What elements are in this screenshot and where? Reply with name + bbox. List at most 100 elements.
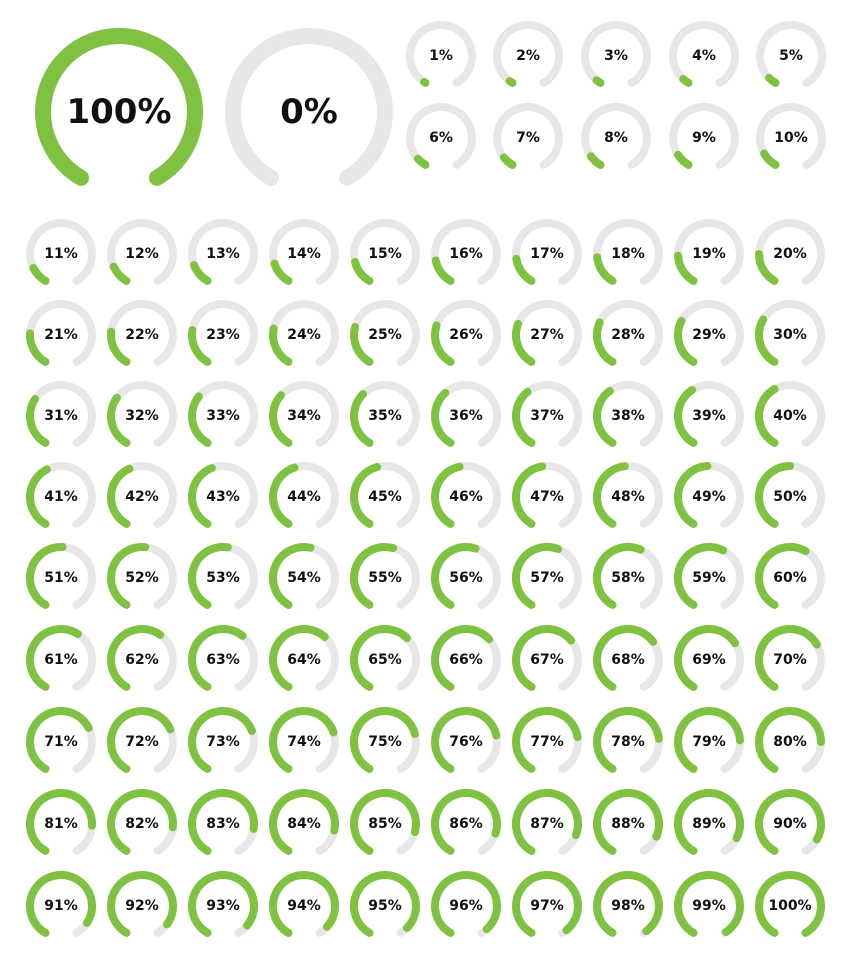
gauge-fill	[25, 543, 67, 609]
progress-gauge: 93%	[188, 871, 258, 937]
progress-gauge: 18%	[593, 219, 663, 285]
progress-gauge: 44%	[269, 462, 339, 528]
progress-gauge: 3%	[581, 21, 651, 87]
progress-gauge: 59%	[674, 543, 744, 609]
gauge-value-label: 15%	[368, 246, 402, 262]
gauge-value-label: 46%	[449, 489, 483, 505]
gauge-value-label: 13%	[206, 246, 240, 262]
gauge-fill	[26, 871, 96, 937]
gauge-value-label: 96%	[449, 898, 483, 914]
progress-gauge: 35%	[350, 381, 420, 447]
progress-gauge: 99%	[674, 871, 744, 937]
gauge-value-label: 22%	[125, 327, 159, 343]
gauge-value-label: 36%	[449, 408, 483, 424]
progress-gauge: 21%	[26, 300, 96, 366]
gauge-value-label: 25%	[368, 327, 402, 343]
gauge-value-label: 82%	[125, 816, 159, 832]
progress-gauge: 91%	[26, 871, 96, 937]
progress-gauge: 65%	[350, 625, 420, 691]
gauge-fill	[188, 464, 216, 528]
gauge-value-label: 55%	[368, 570, 402, 586]
gauge-fill	[512, 707, 582, 773]
gauge-fill	[674, 871, 744, 937]
gauge-fill	[512, 387, 536, 447]
gauge-value-label: 71%	[44, 734, 78, 750]
progress-gauge: 22%	[107, 300, 177, 366]
progress-gauge: 48%	[593, 462, 663, 528]
gauge-value-label: 26%	[449, 327, 483, 343]
gauge-fill	[26, 329, 50, 366]
progress-gauge: 34%	[269, 381, 339, 447]
gauge-fill	[188, 543, 232, 609]
gauge-fill	[593, 386, 617, 447]
gauge-fill	[674, 625, 739, 691]
gauge-value-label: 64%	[287, 652, 321, 668]
gauge-value-label: 65%	[368, 652, 402, 668]
gauge-value-label: 41%	[44, 489, 78, 505]
gauge-value-label: 68%	[611, 652, 645, 668]
gauge-fill	[269, 324, 293, 366]
gauge-fill	[674, 707, 744, 773]
gauge-fill	[351, 258, 374, 285]
progress-gauge: 46%	[431, 462, 501, 528]
progress-gauge: 11%	[26, 219, 96, 285]
gauge-track	[581, 21, 651, 87]
gauge-value-label: 32%	[125, 408, 159, 424]
gauge-value-label: 59%	[692, 570, 726, 586]
gauge-fill	[188, 392, 212, 447]
gauge-track	[26, 219, 96, 285]
gauge-value-label: 45%	[368, 489, 402, 505]
progress-gauge: 6%	[406, 103, 476, 169]
progress-gauge: 66%	[431, 625, 501, 691]
progress-gauge: 27%	[512, 300, 582, 366]
gauge-track	[669, 21, 739, 87]
gauge-fill	[269, 707, 338, 773]
progress-gauge: 25%	[350, 300, 420, 366]
gauge-fill	[511, 543, 563, 609]
gauge-value-label: 11%	[44, 246, 78, 262]
gauge-fill	[107, 789, 177, 855]
gauge-fill	[188, 326, 212, 366]
gauge-fill	[350, 871, 420, 937]
gauge-track	[581, 103, 651, 169]
gauge-value-label: 4%	[692, 48, 716, 64]
gauge-fill	[674, 251, 698, 285]
progress-gauge: 31%	[26, 381, 96, 447]
gauge-fill	[499, 153, 517, 169]
progress-gauge: 80%	[755, 707, 825, 773]
gauge-value-label: 14%	[287, 246, 321, 262]
gauge-track	[756, 21, 826, 87]
progress-gauge: 73%	[188, 707, 258, 773]
progress-gauge: 52%	[107, 543, 177, 609]
progress-gauge: 23%	[188, 300, 258, 366]
gauge-fill	[755, 543, 810, 609]
progress-gauge: 42%	[107, 462, 177, 528]
gauge-value-label: 34%	[287, 408, 321, 424]
progress-gauge: 78%	[593, 707, 663, 773]
gauge-fill	[188, 625, 247, 691]
gauge-fill	[592, 76, 605, 87]
progress-gauge: 50%	[755, 462, 825, 528]
gauge-fill	[760, 149, 780, 169]
progress-gauge: 97%	[512, 871, 582, 937]
gauge-fill	[350, 789, 420, 855]
progress-gauge: 53%	[188, 543, 258, 609]
gauge-fill	[269, 625, 329, 691]
gauge-fill	[188, 789, 258, 855]
progress-gauge: 90%	[755, 789, 825, 855]
gauge-fill	[26, 465, 51, 528]
gauge-fill	[755, 315, 779, 366]
progress-gauge: 85%	[350, 789, 420, 855]
progress-gauge: 40%	[755, 381, 825, 447]
gauge-fill	[188, 707, 256, 773]
gauge-fill	[505, 77, 517, 87]
gauge-fill	[107, 543, 150, 609]
gauge-fill	[431, 707, 501, 773]
gauge-value-label: 100%	[66, 92, 171, 132]
gauge-fill	[593, 707, 663, 773]
progress-gauge: 41%	[26, 462, 96, 528]
gauge-value-label: 33%	[206, 408, 240, 424]
gauge-value-label: 95%	[368, 898, 402, 914]
gauge-value-label: 94%	[287, 898, 321, 914]
gauge-value-label: 90%	[773, 816, 807, 832]
